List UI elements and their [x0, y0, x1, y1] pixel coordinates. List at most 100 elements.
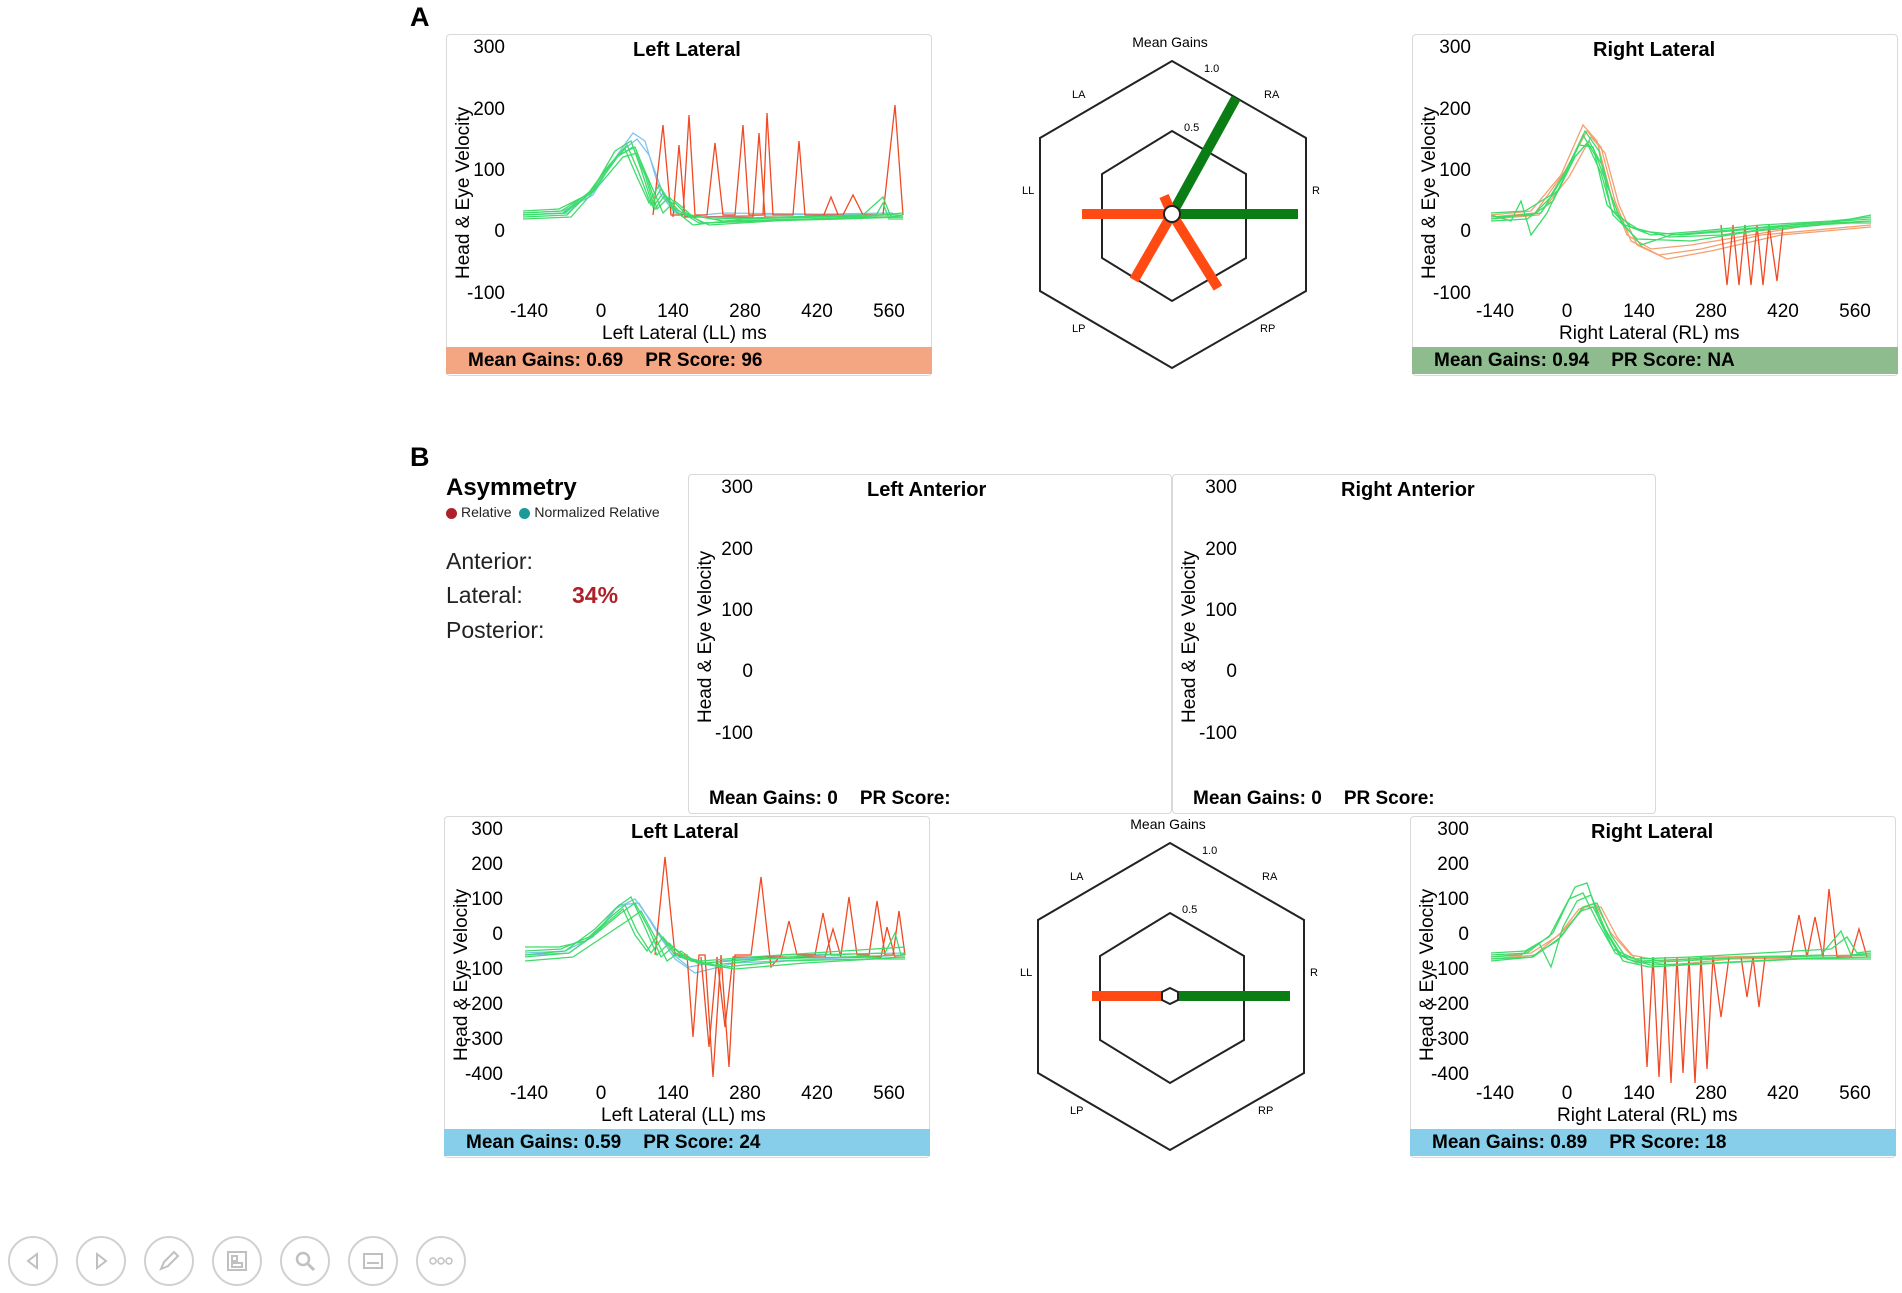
radar-axis-lp: LP [1070, 1105, 1083, 1117]
asymmetry-title: Asymmetry [446, 474, 577, 501]
red-trace [1640, 956, 1730, 1084]
radar-axis-rl: RL [1312, 185, 1320, 197]
green-trace [1490, 892, 1872, 960]
radar-rp-bar [1167, 211, 1223, 291]
y-tick: -200 [1430, 994, 1469, 1015]
slides-icon[interactable] [212, 1236, 262, 1286]
radar-center [1163, 205, 1181, 223]
y-axis-label: Head & Eye Velocity [1419, 106, 1440, 279]
red-trace [672, 132, 903, 218]
x-tick: 140 [657, 301, 689, 322]
y-tick: 200 [1205, 539, 1237, 560]
panel-title: Left Lateral [633, 39, 741, 61]
radar-axis-ll: LL [1022, 185, 1034, 197]
asymmetry-anterior-label: Anterior: [446, 548, 533, 574]
pr-score-label: PR Score: 18 [1609, 1132, 1727, 1153]
mean-gains-label: Mean Gains: 0.89 [1432, 1132, 1588, 1153]
mean-gains-label: Mean Gains: 0.59 [466, 1132, 622, 1153]
green-trace [524, 902, 906, 968]
y-tick: 100 [473, 160, 505, 181]
x-axis-label: Right Lateral (RL) ms [1557, 1105, 1738, 1126]
y-tick: 300 [1205, 477, 1237, 498]
radar-outer-label: 1.0 [1204, 63, 1219, 75]
asymmetry-posterior-label: Posterior: [446, 617, 545, 643]
x-tick: 420 [801, 1083, 833, 1104]
x-tick: 140 [657, 1083, 689, 1104]
y-tick: 300 [473, 37, 505, 58]
x-tick: 0 [595, 1083, 607, 1104]
y-tick: 0 [494, 221, 505, 242]
pen-icon[interactable] [144, 1236, 194, 1286]
y-tick: 0 [1458, 924, 1469, 945]
y-tick: 100 [471, 889, 503, 910]
b-right-footer: Mean Gains: 0.89 PR Score: 18 [1410, 1129, 1896, 1156]
radar-outer-label: 1.0 [1202, 845, 1217, 857]
y-tick: 300 [1439, 37, 1471, 58]
x-tick: 420 [1767, 301, 1799, 322]
x-tick: -140 [509, 301, 549, 322]
y-tick: 200 [471, 854, 503, 875]
b-right-anterior-footer: Mean Gains: 0 PR Score: [1173, 785, 1573, 812]
b-right-lateral-panel: Right Lateral 300 200 100 0 -100 -200 -3… [1410, 816, 1896, 1158]
radar-lp-bar [1129, 211, 1177, 283]
radar-outer-hexagon [1039, 59, 1307, 370]
section-a-label: A [410, 2, 430, 32]
green-trace [524, 910, 905, 970]
green-trace [1490, 129, 1872, 237]
red-trace [652, 104, 904, 216]
a-right-footer: Mean Gains: 0.94 PR Score: NA [1412, 347, 1898, 374]
x-tick: 280 [729, 301, 761, 322]
b-left-trace-plot [524, 856, 906, 1078]
panel-title: Right Lateral [1591, 821, 1714, 843]
b-mean-gains-radar: Mean Gains 1.0 0.5 LA RA RL RP LP LL [1020, 816, 1318, 1152]
y-tick: -100 [1430, 959, 1469, 980]
y-tick: -300 [464, 1029, 503, 1050]
green-trace [1490, 133, 1872, 236]
a-right-trace-plot [1490, 123, 1872, 286]
y-tick: 100 [1205, 600, 1237, 621]
previous-icon[interactable] [8, 1236, 58, 1286]
orange-trace [1490, 129, 1872, 256]
y-tick: -400 [1430, 1064, 1469, 1085]
a-mean-gains-radar: Mean Gains 1.0 0.5 LA RA RL RP LP LL [1022, 34, 1320, 370]
x-tick: 280 [1695, 301, 1727, 322]
a-right-lateral-panel: Right Lateral 300 200 100 0 -100 Head & … [1412, 34, 1898, 376]
legend-relative: Relative [461, 504, 512, 520]
subtitles-icon[interactable] [348, 1236, 398, 1286]
next-icon[interactable] [76, 1236, 126, 1286]
x-tick: -140 [1475, 301, 1515, 322]
green-trace [1490, 906, 1871, 968]
y-axis-label: Head & Eye Velocity [451, 888, 472, 1061]
mean-gains-label: Mean Gains: 0.69 [468, 350, 624, 371]
y-axis-label: Head & Eye Velocity [1417, 888, 1438, 1061]
green-trace [522, 140, 903, 226]
x-tick: -140 [1475, 1083, 1515, 1104]
x-axis-label: Right Lateral (RL) ms [1559, 323, 1740, 344]
radar-axis-lp: LP [1072, 323, 1085, 335]
x-tick: 140 [1623, 301, 1655, 322]
x-tick: 280 [1695, 1083, 1727, 1104]
red-trace [700, 926, 905, 1048]
panel-title: Right Lateral [1593, 39, 1716, 61]
pr-score-label: PR Score: NA [1611, 350, 1735, 371]
orange-trace [1490, 902, 1872, 962]
y-tick: 0 [492, 924, 503, 945]
y-tick: 200 [721, 539, 753, 560]
x-axis-label: Left Lateral (LL) ms [601, 1105, 766, 1126]
b-left-footer: Mean Gains: 0.59 PR Score: 24 [444, 1129, 930, 1156]
y-tick: 200 [1437, 854, 1469, 875]
radar-axis-la: LA [1072, 89, 1086, 101]
x-tick: 0 [1561, 301, 1573, 322]
b-left-anterior-panel: Left Anterior 300 200 100 0 -100 Head & … [688, 474, 1172, 814]
x-tick: 560 [873, 1083, 905, 1104]
x-tick: 560 [873, 301, 905, 322]
green-trace [522, 152, 903, 222]
radar-inner-label: 0.5 [1182, 904, 1197, 916]
y-tick: -100 [714, 723, 753, 744]
y-tick: 300 [1437, 819, 1469, 840]
zoom-icon[interactable] [280, 1236, 330, 1286]
x-tick: 420 [801, 301, 833, 322]
radar-center [1161, 986, 1179, 1006]
more-icon[interactable] [416, 1236, 466, 1286]
green-trace [1490, 894, 1872, 969]
